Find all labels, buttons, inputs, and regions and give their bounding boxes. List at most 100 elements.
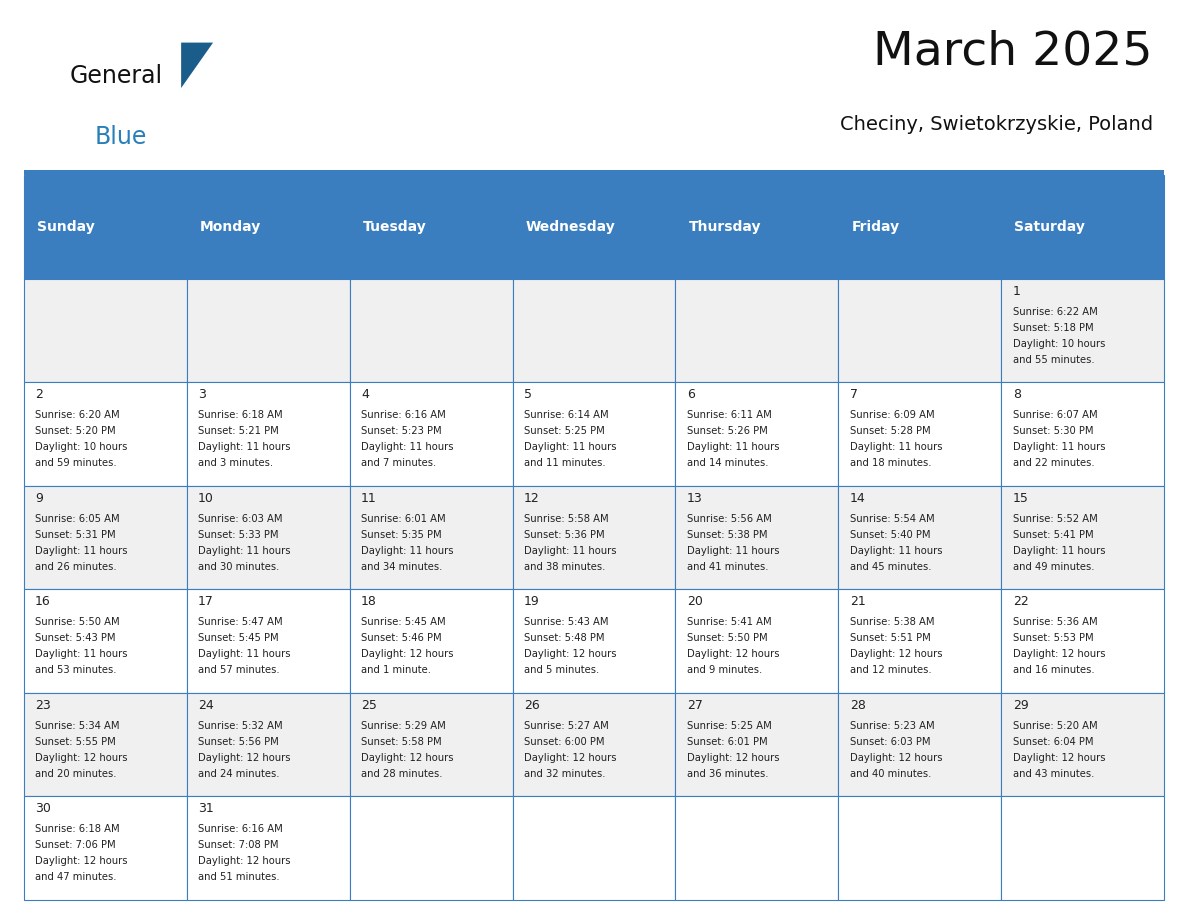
Text: 10: 10 [198, 492, 214, 505]
Text: and 7 minutes.: and 7 minutes. [361, 458, 436, 468]
Text: Sunset: 5:25 PM: Sunset: 5:25 PM [524, 426, 605, 436]
Text: Sunrise: 5:34 AM: Sunrise: 5:34 AM [36, 721, 120, 731]
Bar [1001, 382, 1164, 486]
Bar [512, 279, 676, 382]
Text: Sunrise: 5:52 AM: Sunrise: 5:52 AM [1012, 514, 1098, 523]
Text: 15: 15 [1012, 492, 1029, 505]
Text: and 47 minutes.: and 47 minutes. [36, 872, 116, 882]
Text: Daylight: 12 hours: Daylight: 12 hours [36, 856, 127, 867]
Text: Sunrise: 6:14 AM: Sunrise: 6:14 AM [524, 410, 608, 420]
Bar [512, 382, 676, 486]
Text: Sunrise: 5:20 AM: Sunrise: 5:20 AM [1012, 721, 1098, 731]
Text: 4: 4 [361, 388, 369, 401]
Text: 19: 19 [524, 596, 539, 609]
Text: Sunrise: 6:11 AM: Sunrise: 6:11 AM [687, 410, 772, 420]
Text: Daylight: 12 hours: Daylight: 12 hours [198, 753, 291, 763]
Text: and 51 minutes.: and 51 minutes. [198, 872, 279, 882]
Bar [1001, 175, 1164, 279]
Text: Tuesday: Tuesday [362, 220, 426, 234]
Bar [512, 693, 676, 796]
Text: Sunrise: 6:18 AM: Sunrise: 6:18 AM [36, 824, 120, 834]
Text: Sunrise: 5:36 AM: Sunrise: 5:36 AM [1012, 617, 1098, 627]
Text: and 53 minutes.: and 53 minutes. [36, 666, 116, 676]
Bar [349, 796, 512, 900]
Bar [512, 589, 676, 693]
Text: and 57 minutes.: and 57 minutes. [198, 666, 279, 676]
Bar [676, 382, 839, 486]
Text: 22: 22 [1012, 596, 1029, 609]
Bar [676, 796, 839, 900]
Text: Sunrise: 5:45 AM: Sunrise: 5:45 AM [361, 617, 446, 627]
Text: and 36 minutes.: and 36 minutes. [687, 768, 769, 778]
Bar [349, 589, 512, 693]
Text: 25: 25 [361, 699, 377, 711]
Bar [24, 486, 187, 589]
Text: 17: 17 [198, 596, 214, 609]
Text: and 30 minutes.: and 30 minutes. [198, 562, 279, 572]
Text: 14: 14 [849, 492, 866, 505]
Text: Sunrise: 5:23 AM: Sunrise: 5:23 AM [849, 721, 935, 731]
Text: Daylight: 11 hours: Daylight: 11 hours [198, 546, 291, 555]
Text: Sunrise: 5:47 AM: Sunrise: 5:47 AM [198, 617, 283, 627]
Text: Sunset: 5:51 PM: Sunset: 5:51 PM [849, 633, 930, 644]
Text: Sunset: 5:28 PM: Sunset: 5:28 PM [849, 426, 930, 436]
Text: Sunset: 5:20 PM: Sunset: 5:20 PM [36, 426, 115, 436]
Bar [187, 175, 349, 279]
Text: Sunrise: 5:29 AM: Sunrise: 5:29 AM [361, 721, 446, 731]
Text: Daylight: 12 hours: Daylight: 12 hours [361, 753, 454, 763]
Text: and 16 minutes.: and 16 minutes. [1012, 666, 1094, 676]
Text: 9: 9 [36, 492, 43, 505]
Text: Sunset: 5:50 PM: Sunset: 5:50 PM [687, 633, 767, 644]
Text: and 32 minutes.: and 32 minutes. [524, 768, 606, 778]
Text: Sunset: 5:30 PM: Sunset: 5:30 PM [1012, 426, 1093, 436]
Text: Sunset: 5:45 PM: Sunset: 5:45 PM [198, 633, 279, 644]
Bar [187, 486, 349, 589]
Text: and 11 minutes.: and 11 minutes. [524, 458, 606, 468]
Text: 6: 6 [687, 388, 695, 401]
Text: Sunset: 5:48 PM: Sunset: 5:48 PM [524, 633, 605, 644]
Text: 31: 31 [198, 802, 214, 815]
Text: Sunset: 6:01 PM: Sunset: 6:01 PM [687, 736, 767, 746]
Text: Sunset: 6:03 PM: Sunset: 6:03 PM [849, 736, 930, 746]
Text: Daylight: 12 hours: Daylight: 12 hours [1012, 753, 1105, 763]
Text: Daylight: 11 hours: Daylight: 11 hours [849, 546, 942, 555]
Text: Sunset: 5:55 PM: Sunset: 5:55 PM [36, 736, 116, 746]
Text: Sunset: 5:26 PM: Sunset: 5:26 PM [687, 426, 767, 436]
Text: and 12 minutes.: and 12 minutes. [849, 666, 931, 676]
Text: Daylight: 11 hours: Daylight: 11 hours [1012, 546, 1105, 555]
Text: Checiny, Swietokrzyskie, Poland: Checiny, Swietokrzyskie, Poland [840, 115, 1152, 134]
Text: and 55 minutes.: and 55 minutes. [1012, 355, 1094, 364]
Text: 3: 3 [198, 388, 206, 401]
Text: Daylight: 11 hours: Daylight: 11 hours [36, 546, 127, 555]
Bar [512, 175, 676, 279]
Text: and 3 minutes.: and 3 minutes. [198, 458, 273, 468]
Bar [187, 693, 349, 796]
Bar [187, 796, 349, 900]
Text: Friday: Friday [852, 220, 899, 234]
Text: Sunrise: 6:01 AM: Sunrise: 6:01 AM [361, 514, 446, 523]
Text: 23: 23 [36, 699, 51, 711]
Text: Sunset: 5:43 PM: Sunset: 5:43 PM [36, 633, 115, 644]
Text: Sunrise: 5:58 AM: Sunrise: 5:58 AM [524, 514, 608, 523]
Text: Sunrise: 6:16 AM: Sunrise: 6:16 AM [361, 410, 446, 420]
Text: Sunrise: 6:16 AM: Sunrise: 6:16 AM [198, 824, 283, 834]
Bar [1001, 279, 1164, 382]
Bar [839, 693, 1001, 796]
Text: Daylight: 11 hours: Daylight: 11 hours [198, 442, 291, 453]
Bar [839, 589, 1001, 693]
Text: Sunrise: 5:41 AM: Sunrise: 5:41 AM [687, 617, 771, 627]
Text: 5: 5 [524, 388, 532, 401]
Text: Daylight: 11 hours: Daylight: 11 hours [524, 442, 617, 453]
Text: Sunrise: 5:25 AM: Sunrise: 5:25 AM [687, 721, 772, 731]
Bar [1001, 796, 1164, 900]
Text: Sunrise: 6:18 AM: Sunrise: 6:18 AM [198, 410, 283, 420]
Text: Sunset: 5:31 PM: Sunset: 5:31 PM [36, 530, 115, 540]
Bar [187, 589, 349, 693]
Text: and 22 minutes.: and 22 minutes. [1012, 458, 1094, 468]
Bar [187, 382, 349, 486]
Text: Sunrise: 5:56 AM: Sunrise: 5:56 AM [687, 514, 772, 523]
Bar [839, 796, 1001, 900]
Text: Sunrise: 5:38 AM: Sunrise: 5:38 AM [849, 617, 934, 627]
Text: 21: 21 [849, 596, 866, 609]
Text: 12: 12 [524, 492, 539, 505]
